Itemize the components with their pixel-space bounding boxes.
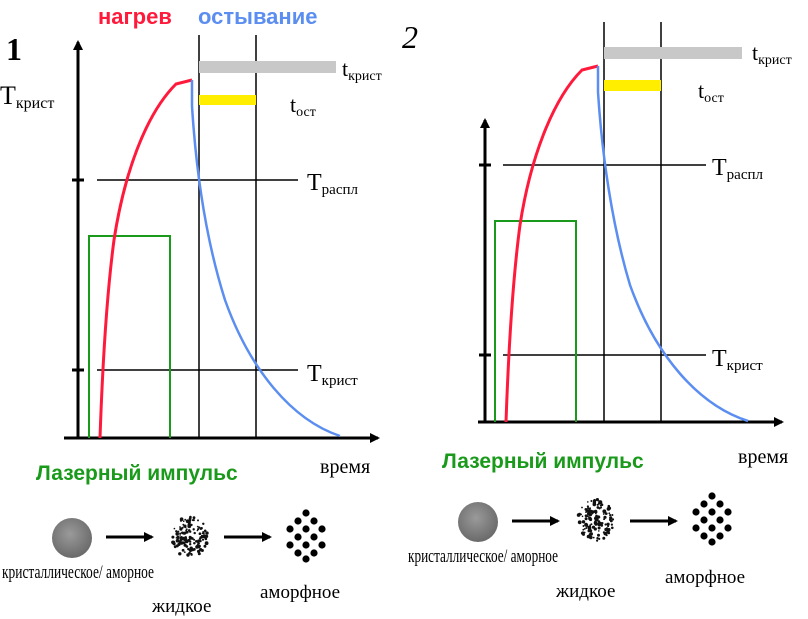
laser-pulse-label: Лазерный импульс [36, 462, 238, 485]
laser-pulse-shape [88, 235, 171, 438]
crystal-ball-icon [52, 518, 92, 558]
t-cryst-bar [199, 61, 336, 73]
heating-label: нагрев [98, 4, 172, 29]
state-sequence-1: кристаллическое/ аморное жидкое аморфное [2, 509, 340, 617]
t-cryst-line-label: Tкрист [712, 346, 763, 374]
t-melt-label: Tраспл [712, 155, 764, 183]
time-label: время [320, 456, 370, 478]
t-cryst-bar-label: tкрист [342, 56, 382, 84]
panel-number: 1 [6, 31, 22, 67]
heating-curve [504, 64, 599, 423]
crystalline-amorphous-label: кристаллическое/ аморное [408, 546, 558, 567]
t-ost-label: tост [698, 78, 724, 106]
liquid-dots-icon [576, 498, 615, 542]
time-label: время [738, 446, 788, 468]
t-melt-label: Tраспл [307, 170, 359, 198]
cooling-curve [596, 66, 749, 423]
laser-pulse-shape [494, 220, 577, 422]
liquid-label: жидкое [151, 596, 211, 617]
state-sequence-2: кристаллическое/ аморное жидкое аморфное [408, 492, 745, 602]
t-cryst-bar [604, 47, 742, 59]
y-axis-label: Tкрист [0, 81, 54, 112]
crystalline-amorphous-label: кристаллическое/ аморное [2, 562, 154, 583]
panel-2: 2 tкрист tост Tраспл Tкрист время Лазерн… [402, 19, 792, 473]
liquid-dots-icon [171, 515, 209, 557]
amorphous-label: аморфное [665, 567, 745, 588]
cooling-label: остывание [198, 4, 317, 29]
panel-1: 1 Tкрист tкрист tост [0, 31, 382, 485]
amorphous-dots-icon [692, 492, 732, 546]
t-ost-label: tост [290, 92, 316, 120]
t-ost-bar [604, 80, 661, 91]
crystal-ball-icon [458, 502, 498, 542]
laser-pulse-label: Лазерный импульс [442, 450, 644, 473]
t-ost-bar [199, 95, 256, 105]
amorphous-dots-icon [286, 509, 326, 563]
amorphous-label: аморфное [260, 582, 340, 603]
cooling-curve [190, 80, 341, 438]
t-cryst-bar-label: tкрист [752, 40, 792, 68]
t-cryst-line-label: Tкрист [307, 361, 358, 389]
panel-number: 2 [402, 19, 418, 55]
liquid-label: жидкое [555, 581, 615, 602]
heating-curve [98, 78, 193, 439]
